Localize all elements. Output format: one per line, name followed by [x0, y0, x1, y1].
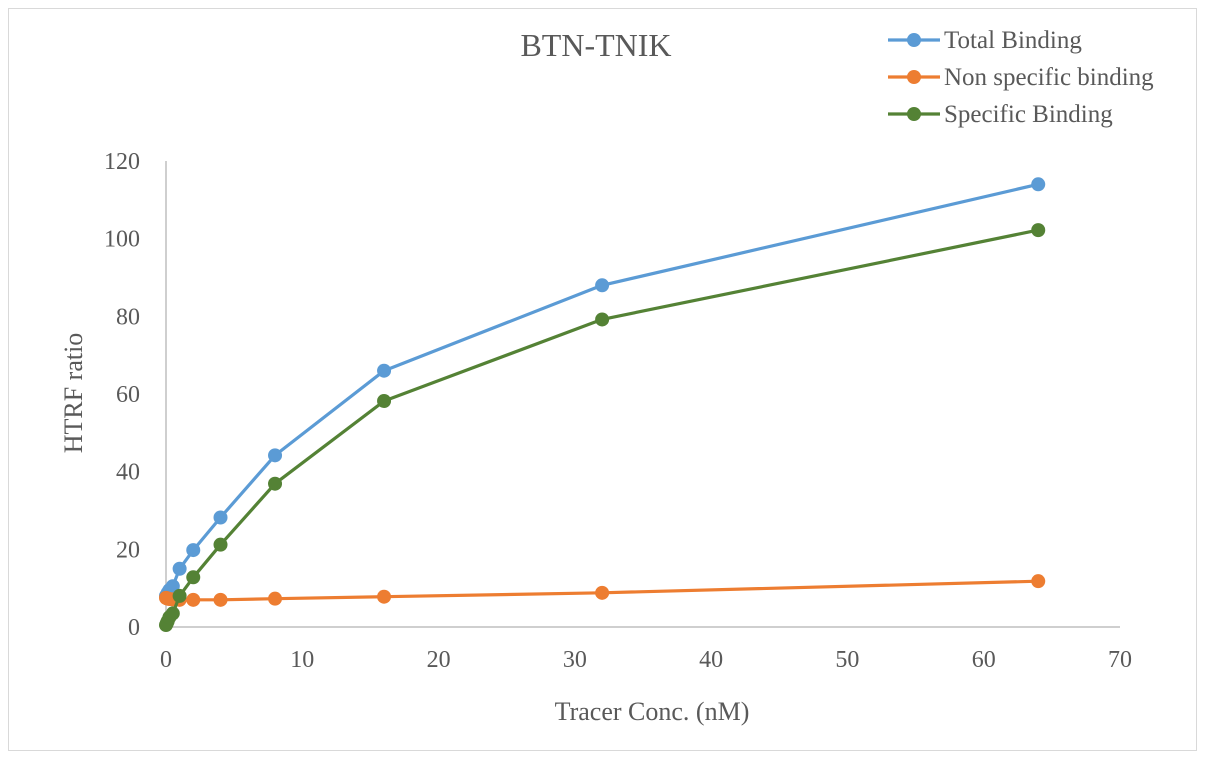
legend-label: Total Binding [944, 27, 1082, 54]
chart-title: BTN-TNIK [520, 27, 671, 63]
data-point [213, 510, 228, 525]
y-tick-label: 60 [116, 382, 140, 408]
data-point [1031, 574, 1046, 589]
data-point [213, 537, 228, 552]
data-point [268, 591, 283, 606]
data-point [186, 570, 201, 585]
legend-marker [907, 33, 921, 47]
x-tick-label: 0 [160, 647, 172, 673]
y-axis-title: HTRF ratio [59, 333, 88, 454]
data-point [172, 588, 187, 603]
legend-item-non-specific-binding: Non specific binding [888, 64, 1154, 91]
legend-label: Non specific binding [944, 64, 1154, 91]
data-point [595, 278, 610, 293]
data-point [595, 585, 610, 600]
data-point [186, 592, 201, 607]
data-point [377, 393, 392, 408]
x-tick-label: 10 [290, 647, 314, 673]
x-tick-label: 40 [699, 647, 723, 673]
axes: 0 10 20 30 40 50 60 70 0 20 40 60 80 100 120 [104, 149, 1132, 673]
y-tick-label: 40 [116, 460, 140, 486]
data-point [377, 363, 392, 378]
y-tick-label: 0 [128, 615, 140, 641]
legend-label: Specific Binding [944, 101, 1113, 128]
y-tick-label: 20 [116, 537, 140, 563]
x-tick-label: 60 [972, 647, 996, 673]
series-layer [159, 177, 1046, 633]
legend-item-specific-binding: Specific Binding [888, 101, 1113, 128]
data-point [1031, 223, 1046, 238]
legend: Total Binding Non specific binding Specifi… [888, 27, 1154, 128]
data-point [377, 589, 392, 604]
x-tick-label: 20 [427, 647, 451, 673]
x-tick-label: 30 [563, 647, 587, 673]
x-tick-label: 50 [835, 647, 859, 673]
x-tick-label: 70 [1108, 647, 1132, 673]
data-point [165, 606, 180, 621]
data-point [595, 312, 610, 327]
data-point [172, 561, 187, 576]
legend-item-total-binding: Total Binding [888, 27, 1082, 54]
data-point [268, 476, 283, 491]
series-specific-binding [159, 223, 1046, 633]
y-tick-label: 100 [104, 227, 140, 253]
data-point [268, 448, 283, 463]
y-tick-label: 120 [104, 149, 140, 175]
x-axis-title: Tracer Conc. (nM) [555, 697, 750, 726]
data-point [213, 592, 228, 607]
data-point [186, 543, 201, 558]
legend-marker [907, 107, 921, 121]
series-non-specific-binding [159, 574, 1046, 607]
y-tick-label: 80 [116, 304, 140, 330]
legend-marker [907, 70, 921, 84]
data-point [165, 579, 180, 594]
data-point [1031, 177, 1046, 192]
